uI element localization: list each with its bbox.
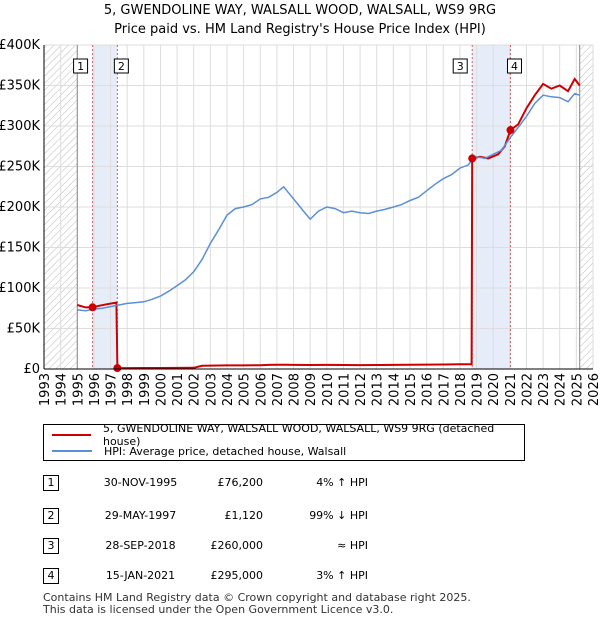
sale-number-badge: 4 <box>43 568 59 584</box>
sale-point-marker <box>113 364 122 373</box>
sale-price: £76,200 <box>217 476 264 489</box>
series-line-hpi <box>77 92 580 312</box>
x-tick-label: 2004 <box>221 373 236 406</box>
y-tick-label: £300K <box>0 119 40 134</box>
x-tick-label: 2021 <box>504 373 519 406</box>
chart-title: 5, GWENDOLINE WAY, WALSALL WOOD, WALSALL… <box>103 3 497 18</box>
x-tick-label: 2025 <box>570 373 585 406</box>
chart-subtitle: Price paid vs. HM Land Registry's House … <box>114 22 486 37</box>
x-tick-label: 2024 <box>554 373 569 406</box>
x-tick-label: 2017 <box>437 373 452 406</box>
sale-number-box <box>452 58 468 74</box>
x-tick-label: 2006 <box>254 373 269 406</box>
sale-point-marker <box>468 154 477 163</box>
x-tick-label: 2026 <box>587 373 600 406</box>
x-tick-label: 2023 <box>537 373 552 406</box>
y-tick-label: £200K <box>0 200 40 215</box>
sale-price: £1,120 <box>224 509 264 522</box>
x-tick-label: 2012 <box>354 373 369 406</box>
y-tick-label: £0 <box>23 362 40 377</box>
x-tick-label: 2005 <box>238 373 253 406</box>
x-tick-label: 2019 <box>471 373 486 406</box>
sale-date: 28-SEP-2018 <box>105 539 176 552</box>
footer-copyright: Contains HM Land Registry data © Crown c… <box>43 591 471 604</box>
legend-label-property: 5, GWENDOLINE WAY, WALSALL WOOD, WALSALL… <box>102 422 495 448</box>
sale-date: 29-MAY-1997 <box>104 509 177 522</box>
y-tick-label: £350K <box>0 79 40 94</box>
x-tick-label: 2015 <box>404 373 419 406</box>
legend-swatch-hpi <box>52 450 92 452</box>
sale-price: £295,000 <box>210 569 264 582</box>
x-tick-label: 1999 <box>138 373 153 406</box>
legend-item-property: 5, GWENDOLINE WAY, WALSALL WOOD, WALSALL… <box>52 422 524 448</box>
sale-number-box <box>73 58 89 74</box>
sale-number-box <box>113 58 129 74</box>
sale-number-label: 1 <box>77 60 84 73</box>
sale-number-label: 2 <box>118 60 125 73</box>
legend-swatch-property <box>52 434 91 436</box>
x-tick-label: 2010 <box>321 373 336 406</box>
x-tick-label: 2007 <box>271 373 286 406</box>
sale-number-badge: 1 <box>43 475 59 491</box>
x-tick-label: 2008 <box>288 373 303 406</box>
price-chart: 1 2 3 4 £0 £50K £100K £150K £200K £250K £300K £350K… <box>0 38 600 406</box>
x-tick-label: 2013 <box>371 373 386 406</box>
x-tick-label: 2011 <box>337 373 352 406</box>
sale-date: 30-NOV-1995 <box>103 476 178 489</box>
x-tick-label: 2002 <box>188 373 203 406</box>
series-line-property <box>77 77 581 370</box>
legend-item-hpi: HPI: Average price, detached house, Wals… <box>52 443 346 459</box>
legend-label-hpi: HPI: Average price, detached house, Wals… <box>104 444 347 458</box>
x-tick-label: 2001 <box>171 373 186 406</box>
x-tick-label: 1997 <box>105 373 120 406</box>
sale-date: 15-JAN-2021 <box>105 569 176 582</box>
sale-hpi-comparison: 3% ↑ HPI <box>316 569 368 582</box>
y-tick-label: £150K <box>0 241 40 256</box>
x-tick-label: 2016 <box>421 373 436 406</box>
sale-price: £260,000 <box>210 539 264 552</box>
x-tick-label: 1995 <box>71 373 86 406</box>
x-tick-label: 2022 <box>520 373 535 406</box>
x-tick-label: 2014 <box>387 373 402 406</box>
x-tick-label: 2020 <box>487 373 502 406</box>
sale-number-badge: 2 <box>43 508 59 524</box>
sale-number-box <box>506 58 522 74</box>
sale-number-badge: 3 <box>43 538 59 554</box>
footer-licence: This data is licensed under the Open Gov… <box>43 603 394 616</box>
y-tick-label: £50K <box>7 322 41 337</box>
sale-hpi-comparison: ≈ HPI <box>337 539 368 552</box>
x-tick-label: 1998 <box>121 373 136 406</box>
sale-hpi-comparison: 99% ↓ HPI <box>309 509 368 522</box>
legend: 5, GWENDOLINE WAY, WALSALL WOOD, WALSALL… <box>43 422 525 461</box>
y-tick-label: £100K <box>0 281 40 296</box>
y-tick-label: £400K <box>0 38 40 53</box>
sale-number-label: 4 <box>511 60 518 73</box>
x-tick-label: 1993 <box>38 373 53 406</box>
x-tick-label: 2018 <box>454 373 469 406</box>
x-tick-label: 1996 <box>88 373 103 406</box>
sale-point-marker <box>88 303 97 312</box>
sale-number-label: 3 <box>457 60 464 73</box>
x-tick-label: 2000 <box>154 373 169 406</box>
sale-point-marker <box>506 126 515 135</box>
sale-hpi-comparison: 4% ↑ HPI <box>316 476 368 489</box>
x-tick-label: 2009 <box>304 373 319 406</box>
y-tick-label: £250K <box>0 160 40 175</box>
x-tick-label: 1994 <box>55 373 70 406</box>
x-tick-label: 2003 <box>204 373 219 406</box>
